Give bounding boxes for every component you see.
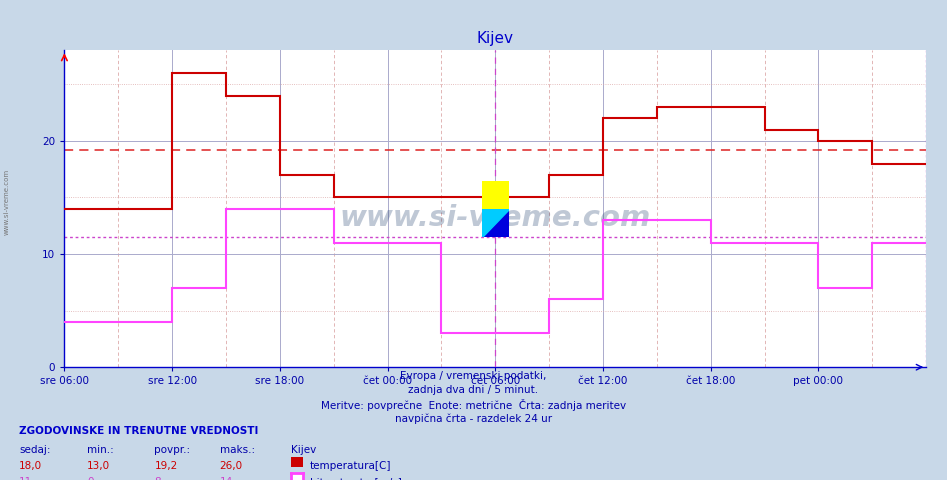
Text: sedaj:: sedaj: xyxy=(19,445,50,456)
Text: temperatura[C]: temperatura[C] xyxy=(310,461,391,471)
Text: 14: 14 xyxy=(220,477,233,480)
Text: ZGODOVINSKE IN TRENUTNE VREDNOSTI: ZGODOVINSKE IN TRENUTNE VREDNOSTI xyxy=(19,426,259,436)
Text: 8: 8 xyxy=(154,477,161,480)
Text: zadnja dva dni / 5 minut.: zadnja dva dni / 5 minut. xyxy=(408,385,539,395)
Text: 26,0: 26,0 xyxy=(220,461,242,471)
Text: hitrost vetra[m/s]: hitrost vetra[m/s] xyxy=(310,477,402,480)
Text: www.si-vreme.com: www.si-vreme.com xyxy=(4,168,9,235)
Text: Kijev: Kijev xyxy=(291,445,316,456)
Text: 11: 11 xyxy=(19,477,32,480)
Title: Kijev: Kijev xyxy=(476,32,514,47)
Text: www.si-vreme.com: www.si-vreme.com xyxy=(340,204,651,232)
Text: navpična črta - razdelek 24 ur: navpična črta - razdelek 24 ur xyxy=(395,414,552,424)
Text: 0: 0 xyxy=(87,477,94,480)
Text: min.:: min.: xyxy=(87,445,114,456)
Polygon shape xyxy=(482,209,509,237)
Text: 13,0: 13,0 xyxy=(87,461,110,471)
Text: Evropa / vremenski podatki,: Evropa / vremenski podatki, xyxy=(401,371,546,381)
Text: 18,0: 18,0 xyxy=(19,461,42,471)
Text: maks.:: maks.: xyxy=(220,445,255,456)
Text: povpr.:: povpr.: xyxy=(154,445,190,456)
Text: 19,2: 19,2 xyxy=(154,461,178,471)
Text: Meritve: povprečne  Enote: metrične  Črta: zadnja meritev: Meritve: povprečne Enote: metrične Črta:… xyxy=(321,399,626,411)
